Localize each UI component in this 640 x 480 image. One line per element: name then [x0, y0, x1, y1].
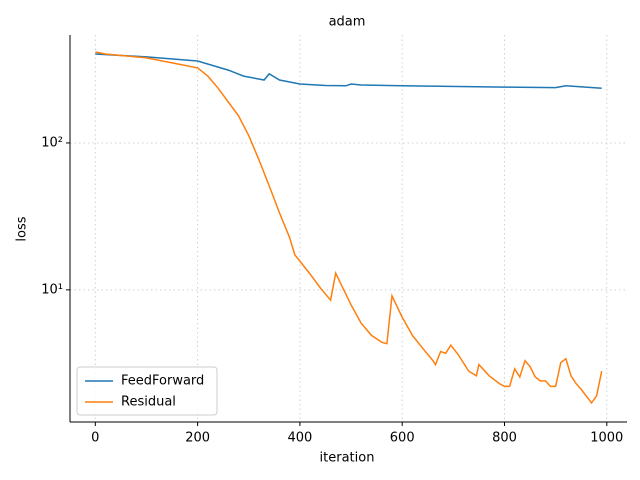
- y-tick-label: 10¹: [41, 282, 63, 297]
- x-tick-label: 400: [287, 431, 312, 446]
- line-series: [95, 51, 603, 405]
- legend-box: [76, 366, 218, 416]
- chart-title: adam: [329, 15, 366, 30]
- legend-label: FeedForward: [121, 374, 204, 389]
- x-tick-label: 200: [185, 431, 210, 446]
- x-tick-label: 800: [492, 431, 517, 446]
- x-tick-label: 1000: [590, 431, 623, 446]
- line-series: [95, 53, 602, 89]
- x-axis-label: iteration: [320, 451, 375, 466]
- y-axis-label: loss: [15, 216, 30, 241]
- x-tick-label: 600: [390, 431, 415, 446]
- x-tick-label: 0: [91, 431, 99, 446]
- legend-label: Residual: [121, 395, 176, 410]
- y-tick-label: 10²: [41, 135, 63, 150]
- legend: FeedForward Residual: [76, 366, 218, 416]
